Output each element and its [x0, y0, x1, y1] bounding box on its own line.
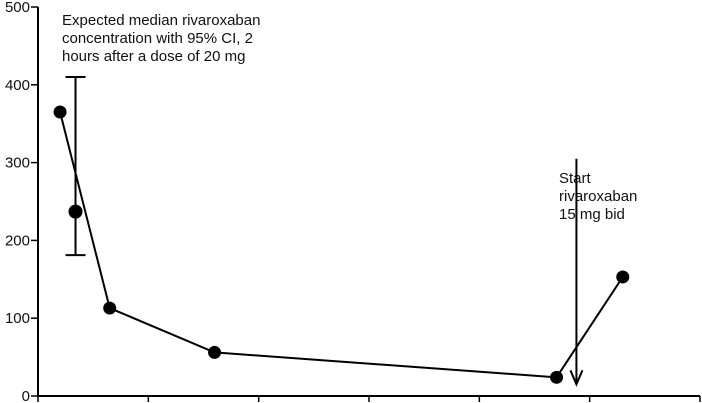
concentration-line: [59, 111, 624, 379]
data-point-3: [550, 370, 564, 384]
start-rivaroxaban-annotation-line-0: Start: [559, 170, 592, 187]
data-point-1: [103, 301, 117, 315]
annotations: Expected median rivaroxaban concentration…: [62, 12, 637, 387]
y-tick-label-300: 300: [5, 155, 30, 172]
expected-median-annotation: Expected median rivaroxaban concentration…: [62, 12, 260, 65]
expected-median-annotation-line-1: concentration with 95% CI, 2: [62, 30, 253, 47]
expected-median-point: [68, 204, 83, 219]
start-rivaroxaban-annotation: Start rivaroxaban 15 mg bid: [559, 170, 637, 223]
ticks: 0 100 200 300 400 500: [5, 0, 701, 403]
start-rivaroxaban-annotation-line-2: 15 mg bid: [559, 206, 625, 223]
reference-point-group: [65, 76, 86, 257]
y-tick-label-0: 0: [22, 388, 30, 403]
expected-median-annotation-line-2: hours after a dose of 20 mg: [62, 48, 245, 65]
data-point-4: [616, 270, 630, 284]
y-tick-label-200: 200: [5, 232, 30, 249]
start-rivaroxaban-annotation-line-1: rivaroxaban: [559, 188, 637, 205]
y-tick-label-500: 500: [5, 0, 30, 16]
data-point-2: [208, 345, 222, 359]
start-rivaroxaban-arrow-head: [569, 369, 584, 387]
y-tick-label-400: 400: [5, 77, 30, 94]
data-point-0: [53, 105, 67, 119]
expected-median-annotation-line-0: Expected median rivaroxaban: [62, 12, 260, 29]
series: [53, 105, 630, 384]
y-tick-label-100: 100: [5, 310, 30, 327]
